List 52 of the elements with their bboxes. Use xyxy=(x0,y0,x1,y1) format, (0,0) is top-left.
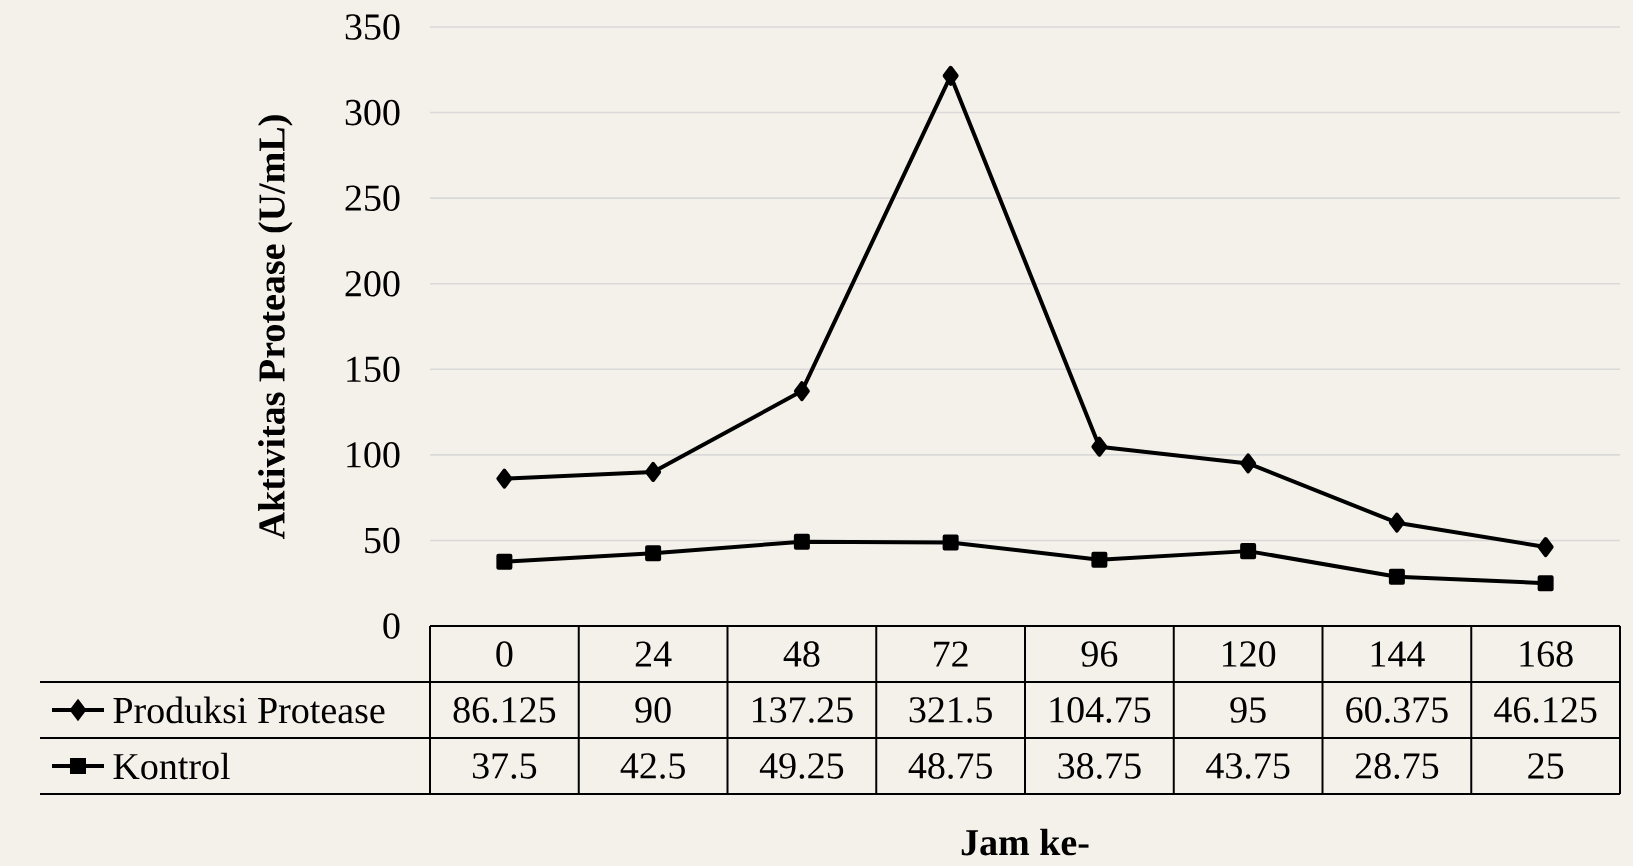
point xyxy=(496,553,513,570)
y-tick-label: 100 xyxy=(347,442,400,468)
point xyxy=(1388,568,1405,585)
point xyxy=(793,381,810,402)
x-tick-label: 144 xyxy=(1371,641,1425,667)
point xyxy=(645,461,662,482)
data-label: 104.75 xyxy=(1050,697,1151,723)
y-tick-label: 300 xyxy=(345,99,400,126)
point xyxy=(645,545,662,562)
data-label: 137.25 xyxy=(752,697,853,723)
data-label: 60.375 xyxy=(1346,697,1448,723)
point xyxy=(1537,537,1554,558)
data-label: 43.75 xyxy=(1206,753,1290,779)
y-tick-label: 0 xyxy=(383,613,400,639)
data-label: 86.125 xyxy=(453,697,556,723)
data-label: 46.125 xyxy=(1494,697,1597,723)
x-tick-label: 24 xyxy=(635,641,672,667)
y-axis-title: Aktivitas Protease (U/mL) xyxy=(258,115,293,539)
point xyxy=(1091,436,1108,457)
data-label: 25 xyxy=(1528,753,1564,779)
x-tick-label: 168 xyxy=(1520,641,1573,667)
point xyxy=(1240,543,1257,560)
point xyxy=(942,65,959,86)
data-label: 38.75 xyxy=(1058,753,1141,779)
data-label: 37.5 xyxy=(472,753,537,779)
data-label: 42.5 xyxy=(620,753,685,779)
point xyxy=(1240,453,1257,474)
point xyxy=(1091,551,1108,568)
data-label: 95 xyxy=(1230,697,1266,723)
point xyxy=(793,533,810,550)
legend-label: Kontrol xyxy=(113,752,230,780)
y-tick-label: 150 xyxy=(347,356,400,383)
y-tick-label: 250 xyxy=(345,185,400,211)
point xyxy=(496,468,513,489)
data-label: 90 xyxy=(635,697,671,723)
data-label: 48.75 xyxy=(908,753,992,779)
data-label: 49.25 xyxy=(759,753,844,779)
x-tick-label: 96 xyxy=(1081,641,1118,667)
y-tick-label: 350 xyxy=(345,14,400,40)
x-tick-label: 72 xyxy=(934,641,968,667)
y-tick-label: 50 xyxy=(365,527,400,554)
point xyxy=(1537,575,1554,592)
point xyxy=(1388,512,1405,533)
x-tick-label: 48 xyxy=(783,641,820,667)
x-axis-title: Jam ke- xyxy=(961,828,1089,856)
data-label: 321.5 xyxy=(909,697,992,723)
legend-label: Produksi Protease xyxy=(113,696,385,724)
data-label: 28.75 xyxy=(1355,753,1439,779)
point xyxy=(942,534,959,551)
x-tick-label: 0 xyxy=(496,641,513,667)
y-tick-label: 200 xyxy=(345,270,400,297)
x-tick-label: 120 xyxy=(1222,641,1276,667)
